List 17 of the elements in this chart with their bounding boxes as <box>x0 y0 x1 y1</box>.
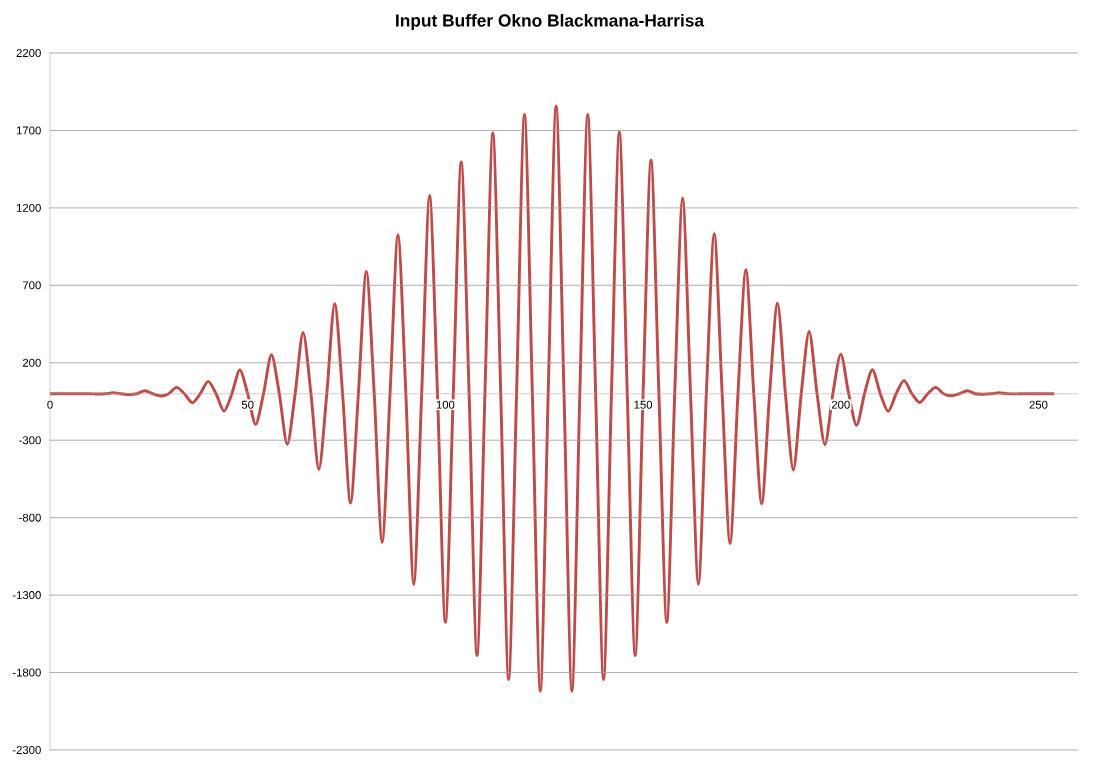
x-tick-label: 200 <box>831 400 850 409</box>
x-tick-label: 150 <box>634 400 653 409</box>
y-tick-label: 200 <box>22 358 41 367</box>
y-tick-label: -1300 <box>12 591 41 600</box>
x-tick-label: 0 <box>47 400 53 409</box>
y-tick-label: 1700 <box>16 126 41 135</box>
y-tick-label: 1200 <box>16 203 41 212</box>
y-tick-label: 700 <box>22 281 41 290</box>
x-tick-label: 100 <box>436 400 455 409</box>
y-tick-label: -300 <box>19 436 41 445</box>
x-tick-label: 50 <box>241 400 254 409</box>
x-tick-label: 250 <box>1029 400 1048 409</box>
y-tick-label: 2200 <box>16 49 41 57</box>
y-tick-label: -800 <box>19 513 41 522</box>
y-tick-label: -2300 <box>12 745 41 754</box>
y-tick-label: -1800 <box>12 668 41 677</box>
chart-title: Input Buffer Okno Blackmana-Harrisa <box>396 13 705 31</box>
